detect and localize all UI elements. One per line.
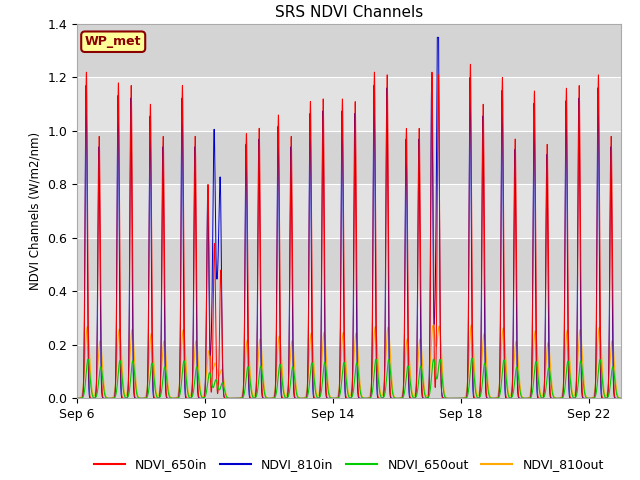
Bar xyxy=(77,238,621,291)
NDVI_650out xyxy=(395,396,403,401)
NDVI_650in xyxy=(451,396,458,401)
Y-axis label: NDVI Channels (W/m2/nm): NDVI Channels (W/m2/nm) xyxy=(29,132,42,290)
NDVI_810out xyxy=(506,393,513,398)
NDVI_810out xyxy=(617,396,625,401)
Bar xyxy=(77,345,621,398)
NDVI_810in xyxy=(433,35,441,40)
NDVI_650out xyxy=(419,373,426,379)
Bar xyxy=(77,291,621,345)
NDVI_810in xyxy=(73,396,81,401)
Bar xyxy=(77,24,621,77)
Title: SRS NDVI Channels: SRS NDVI Channels xyxy=(275,5,423,20)
NDVI_810in xyxy=(419,395,426,400)
Legend: NDVI_650in, NDVI_810in, NDVI_650out, NDVI_810out: NDVI_650in, NDVI_810in, NDVI_650out, NDV… xyxy=(89,453,609,476)
NDVI_810out xyxy=(451,396,459,401)
NDVI_810out xyxy=(270,393,278,398)
NDVI_810in xyxy=(270,396,278,401)
NDVI_810out xyxy=(100,384,108,389)
NDVI_810out xyxy=(73,396,81,401)
NDVI_650out xyxy=(452,396,460,401)
NDVI_650in xyxy=(419,391,426,397)
NDVI_810out xyxy=(468,322,476,328)
NDVI_650in xyxy=(270,396,278,401)
NDVI_650out xyxy=(100,389,108,395)
NDVI_810out xyxy=(395,396,403,401)
NDVI_650out xyxy=(617,396,625,401)
NDVI_810in xyxy=(476,384,484,389)
NDVI_810in xyxy=(506,396,513,401)
Line: NDVI_650out: NDVI_650out xyxy=(77,358,621,398)
NDVI_810in xyxy=(395,396,403,401)
NDVI_650in xyxy=(73,396,81,401)
NDVI_650in xyxy=(467,61,474,67)
Line: NDVI_650in: NDVI_650in xyxy=(77,64,621,398)
NDVI_650out xyxy=(468,355,476,361)
NDVI_650out xyxy=(506,395,513,400)
Line: NDVI_810out: NDVI_810out xyxy=(77,325,621,398)
NDVI_650in xyxy=(476,387,484,393)
NDVI_650in xyxy=(395,396,403,401)
NDVI_650in xyxy=(506,396,513,401)
NDVI_810in xyxy=(617,396,625,401)
Bar xyxy=(77,184,621,238)
NDVI_650in xyxy=(100,396,108,401)
NDVI_650out xyxy=(73,396,81,401)
NDVI_810out xyxy=(476,382,484,387)
NDVI_650in xyxy=(617,396,625,401)
Line: NDVI_810in: NDVI_810in xyxy=(77,37,621,398)
NDVI_810in xyxy=(454,396,462,401)
NDVI_650out xyxy=(270,396,278,401)
Text: WP_met: WP_met xyxy=(85,35,141,48)
Bar xyxy=(77,131,621,184)
NDVI_650out xyxy=(476,394,484,399)
NDVI_810out xyxy=(419,360,426,366)
NDVI_810in xyxy=(100,396,108,401)
Bar xyxy=(77,77,621,131)
